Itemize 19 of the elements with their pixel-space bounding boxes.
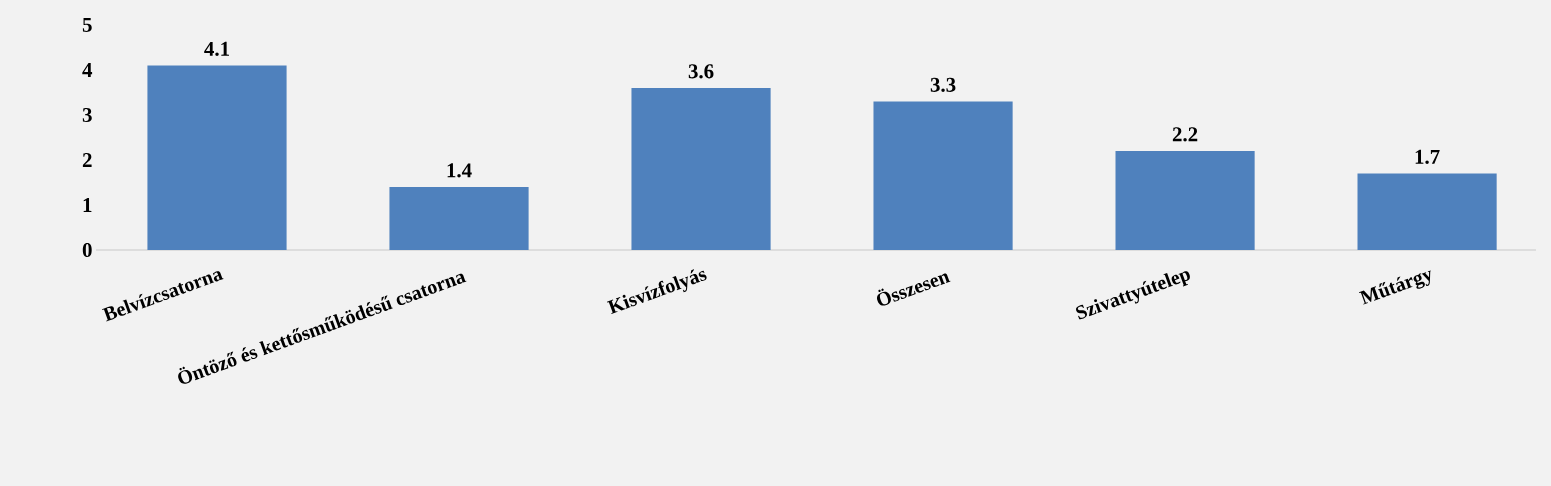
data-label: 2.2: [1172, 127, 1198, 142]
y-tick-label: 4: [82, 63, 93, 77]
bar: [1115, 151, 1255, 250]
data-label: 4.1: [204, 41, 229, 56]
data-label: 1.4: [447, 163, 472, 178]
bar: [873, 101, 1013, 250]
data-label: 1.7: [1415, 149, 1440, 164]
bar: [631, 88, 771, 250]
y-tick-label: 1: [83, 198, 92, 212]
data-label: 3.6: [688, 64, 714, 79]
bar: [147, 65, 287, 250]
bar: [389, 187, 529, 250]
x-tick-label: Összesen: [877, 273, 951, 306]
bar: [1357, 173, 1497, 250]
y-tick-label: 2: [82, 153, 92, 167]
y-tick-label: 0: [82, 242, 92, 258]
data-label: 3.3: [930, 77, 956, 92]
y-tick-label: 3: [82, 107, 92, 123]
y-tick-label: 5: [82, 18, 92, 32]
